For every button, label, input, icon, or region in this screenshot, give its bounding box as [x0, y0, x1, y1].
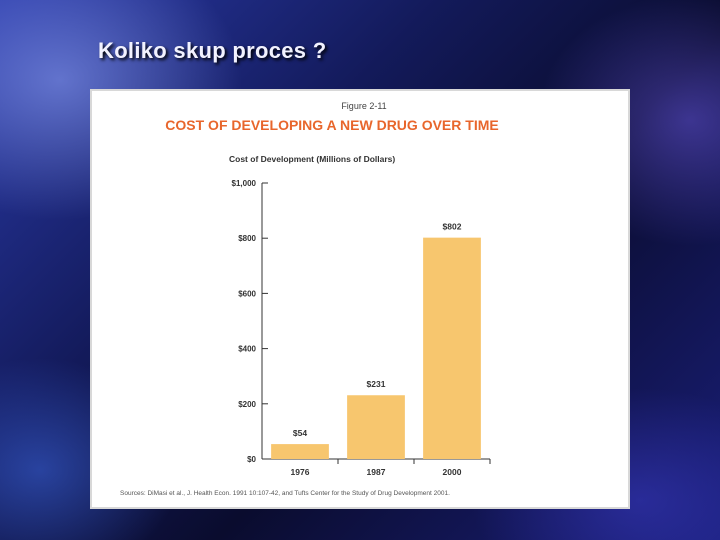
- x-tick-label: 1976: [291, 467, 310, 477]
- bar-chart: Figure 2-11 COST OF DEVELOPING A NEW DRU…: [120, 101, 499, 497]
- bar-value-label: $231: [367, 379, 386, 389]
- y-tick-label: $1,000: [232, 179, 257, 188]
- slide-title: Koliko skup proces ?: [98, 38, 327, 63]
- y-tick-label: $600: [238, 289, 256, 298]
- y-tick-label: $800: [238, 234, 256, 243]
- bar-2000: [423, 237, 481, 459]
- x-tick-label: 1987: [367, 467, 386, 477]
- y-tick-label: $200: [238, 400, 256, 409]
- figure-number: Figure 2-11: [341, 101, 386, 111]
- y-tick-label: $0: [247, 455, 256, 464]
- bar-1976: [271, 444, 329, 459]
- figure-source: Sources: DiMasi et al., J. Health Econ. …: [120, 490, 450, 497]
- y-axis-label: Cost of Development (Millions of Dollars…: [229, 154, 395, 164]
- chart-bars: $54 $231 $802: [271, 222, 481, 459]
- x-tick-label: 2000: [443, 467, 462, 477]
- bar-value-label: $54: [293, 428, 307, 438]
- y-tick-label: $400: [238, 345, 256, 354]
- figure-panel: Figure 2-11 COST OF DEVELOPING A NEW DRU…: [90, 89, 630, 509]
- figure-title: COST OF DEVELOPING A NEW DRUG OVER TIME: [165, 117, 498, 133]
- bar-value-label: $802: [443, 222, 462, 232]
- bar-1987: [347, 395, 405, 459]
